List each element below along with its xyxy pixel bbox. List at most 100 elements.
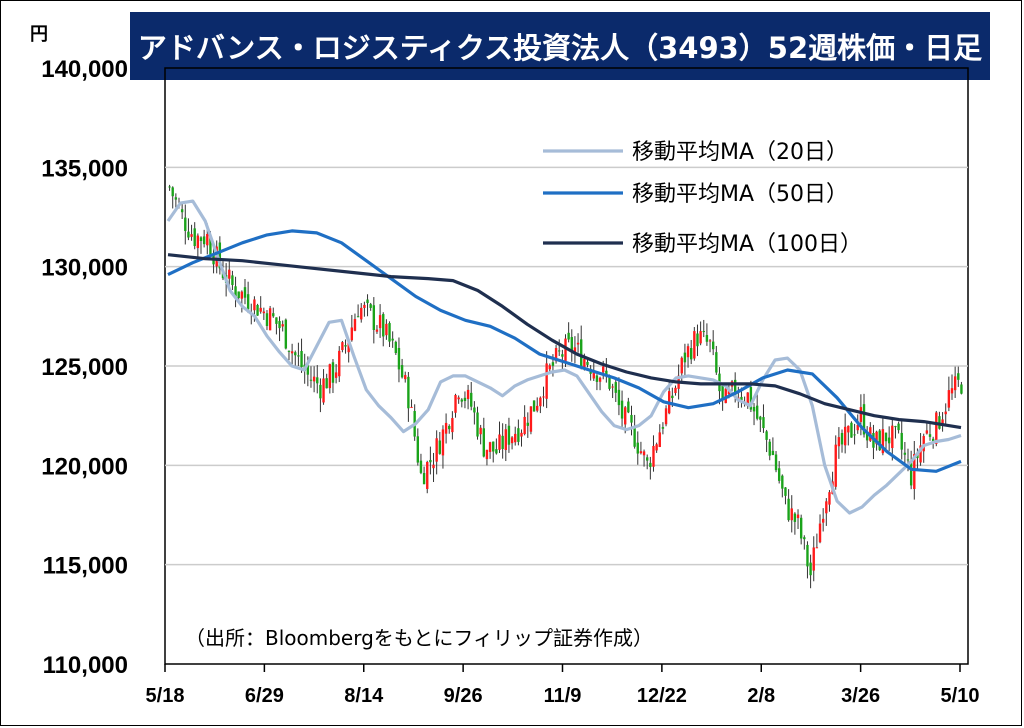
candle-down [878, 430, 881, 451]
candle-down [787, 498, 790, 521]
candle-down [419, 460, 423, 473]
candle-up [642, 451, 646, 456]
candle-up [875, 431, 878, 445]
candle-down [184, 217, 187, 231]
candle-up [825, 501, 828, 514]
candle-down [627, 401, 630, 413]
candle-down [894, 426, 897, 428]
candle-up [454, 395, 457, 413]
candle-down [272, 313, 275, 317]
candle-down [931, 438, 935, 442]
candle-up [514, 433, 517, 443]
candle-up [944, 411, 947, 415]
candle-down [784, 487, 787, 496]
candle-down [850, 422, 853, 438]
candle-up [881, 429, 885, 454]
candle-down [595, 375, 599, 382]
candle-down [492, 441, 495, 452]
candle-down [473, 407, 476, 413]
candle-down [806, 544, 809, 567]
candle-down [862, 404, 866, 435]
candle-up [818, 523, 822, 543]
candle-up [426, 462, 429, 489]
candle-up [190, 234, 193, 237]
candle-up [935, 412, 938, 445]
candle-up [451, 418, 454, 433]
candle-down [234, 286, 237, 297]
candle-down [470, 392, 473, 407]
candle-down [309, 379, 313, 381]
candle-down [865, 433, 869, 441]
candle-up [834, 444, 837, 487]
candle-down [209, 237, 212, 255]
candle-up [815, 547, 819, 549]
candle-up [602, 366, 605, 373]
candle-down [482, 428, 485, 457]
candle-up [699, 331, 702, 344]
legend-label: 移動平均MA（20日） [632, 140, 848, 165]
candle-up [347, 340, 350, 353]
candle-up [479, 427, 482, 435]
candle-up [828, 492, 831, 505]
grid-lines [165, 166, 968, 566]
candle-down [617, 389, 621, 406]
candle-down [793, 513, 797, 522]
candle-up [674, 387, 677, 394]
candle-down [416, 436, 420, 463]
candle-up [554, 348, 558, 362]
candle-up [196, 235, 200, 249]
candle-down [187, 231, 190, 238]
candle-down [180, 209, 184, 213]
candle-up [536, 405, 539, 411]
candle-up [228, 269, 231, 279]
candle-down [884, 432, 888, 442]
y-tick-label: 130,000 [41, 255, 128, 282]
candle-down [567, 332, 570, 340]
candle-up [341, 342, 344, 351]
candle-down [294, 352, 297, 356]
candle-down [671, 395, 674, 399]
x-tick-labels: 5/18 6/29 8/14 9/26 11/9 12/22 2/8 3/26 5/10 [146, 664, 979, 707]
candle-down [715, 352, 718, 373]
candle-up [410, 406, 413, 408]
x-tick-label: 12/22 [637, 685, 687, 707]
candle-up [598, 377, 602, 382]
x-tick-label: 3/26 [841, 685, 880, 707]
candle-down [630, 414, 633, 423]
candle-down [689, 348, 693, 360]
candle-down [316, 377, 319, 384]
candle-up [947, 390, 951, 408]
candle-down [476, 412, 479, 437]
candle-down [369, 304, 372, 308]
candle-up [548, 365, 551, 370]
candle-down [168, 186, 171, 188]
candle-down [325, 378, 328, 389]
candle-down [400, 365, 404, 378]
candle-down [297, 355, 300, 357]
candle-down [809, 562, 812, 576]
candle-down [265, 313, 269, 326]
candle-down [199, 237, 203, 241]
candle-up [843, 426, 847, 446]
candle-up [523, 416, 526, 435]
candle-up [322, 378, 325, 403]
x-tick-label: 6/29 [245, 685, 284, 707]
candle-up [583, 358, 586, 369]
candle-up [328, 364, 332, 389]
candle-down [256, 304, 259, 316]
candle-up [435, 438, 438, 462]
candle-up [746, 392, 749, 406]
y-tick-label: 125,000 [41, 354, 128, 381]
candle-up [378, 315, 382, 329]
candle-up [919, 445, 922, 463]
candle-down [711, 341, 715, 350]
candle-down [306, 365, 310, 375]
candle-down [218, 242, 222, 269]
candle-down [633, 426, 636, 447]
candle-down [702, 331, 705, 333]
candle-down [620, 400, 624, 419]
candle-down [372, 305, 376, 330]
candle-up [432, 464, 435, 469]
candle-down [517, 428, 520, 442]
